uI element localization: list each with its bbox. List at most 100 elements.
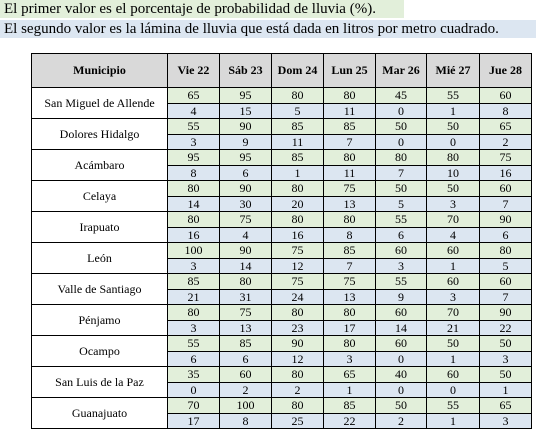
probability-cell: 85	[271, 149, 324, 166]
lamina-cell: 31	[219, 289, 272, 305]
table-row-lamina: 16 4 16 8 6 4 6	[32, 227, 532, 243]
note-rainfall: El segundo valor es la lámina de lluvia …	[0, 20, 536, 38]
probability-cell: 70	[167, 397, 220, 414]
probability-cell: 55	[375, 273, 427, 290]
municipio-name: Guanajuato	[31, 397, 168, 429]
municipio-name: Pénjamo	[31, 304, 168, 336]
lamina-cell: 11	[323, 103, 376, 119]
probability-cell: 80	[323, 211, 376, 228]
probability-cell: 80	[271, 304, 324, 321]
header-day: Jue 28	[479, 53, 532, 88]
probability-cell: 70	[426, 211, 480, 228]
lamina-cell: 8	[323, 227, 376, 243]
probability-cell: 60	[375, 335, 427, 352]
probability-cell: 75	[219, 211, 272, 228]
probability-cell: 55	[375, 211, 427, 228]
probability-cell: 60	[479, 180, 532, 197]
probability-cell: 50	[375, 397, 427, 414]
lamina-cell: 2	[219, 382, 272, 398]
header-day: Lun 25	[323, 53, 376, 88]
probability-cell: 80	[426, 149, 480, 166]
lamina-cell: 25	[271, 413, 324, 429]
lamina-cell: 1	[479, 382, 532, 398]
municipio-name: Dolores Hidalgo	[31, 118, 168, 150]
lamina-cell: 0	[375, 382, 427, 398]
table-row-probability: Irapuato 80 75 80 80 55 70 90	[31, 211, 532, 243]
table-row-probability: Dolores Hidalgo 55 90 85 85 50 50 65	[31, 118, 532, 150]
lamina-cell: 17	[167, 413, 220, 429]
probability-cell: 65	[167, 87, 220, 104]
lamina-cell: 3	[167, 258, 220, 274]
lamina-cell: 16	[479, 165, 532, 181]
lamina-cell: 30	[219, 196, 272, 212]
header-day: Mié 27	[426, 53, 480, 88]
probability-cell: 60	[479, 273, 532, 290]
table-row-lamina: 14 30 20 13 5 3 7	[32, 196, 532, 212]
table-row-probability: Ocampo 55 85 90 80 60 50 50	[31, 335, 532, 367]
probability-cell: 95	[219, 149, 272, 166]
probability-cell: 85	[271, 118, 324, 135]
lamina-cell: 13	[219, 320, 272, 336]
probability-cell: 55	[167, 335, 220, 352]
lamina-cell: 6	[167, 351, 220, 367]
probability-cell: 80	[167, 304, 220, 321]
probability-cell: 80	[375, 149, 427, 166]
probability-cell: 60	[375, 242, 427, 259]
table-row-probability: Celaya 80 90 80 75 50 50 60	[31, 180, 532, 212]
lamina-cell: 12	[271, 351, 324, 367]
lamina-cell: 16	[167, 227, 220, 243]
lamina-cell: 2	[271, 382, 324, 398]
probability-cell: 75	[323, 180, 376, 197]
municipio-name: Irapuato	[31, 211, 168, 243]
probability-cell: 75	[271, 242, 324, 259]
probability-cell: 75	[323, 273, 376, 290]
lamina-cell: 5	[271, 103, 324, 119]
lamina-cell: 24	[271, 289, 324, 305]
header-day: Mar 26	[375, 53, 427, 88]
probability-cell: 35	[167, 366, 220, 383]
probability-cell: 80	[271, 211, 324, 228]
municipio-name: San Miguel de Allende	[31, 87, 168, 119]
probability-cell: 45	[375, 87, 427, 104]
probability-cell: 65	[479, 118, 532, 135]
lamina-cell: 6	[375, 227, 427, 243]
lamina-cell: 0	[426, 134, 480, 150]
lamina-cell: 9	[219, 134, 272, 150]
lamina-cell: 22	[323, 413, 376, 429]
table-row-probability: Valle de Santiago 85 80 75 75 55 60 60	[31, 273, 532, 305]
header-day: Vie 22	[167, 53, 220, 88]
table-row-probability: San Luis de la Paz 35 60 80 65 40 60 50	[31, 366, 532, 398]
lamina-cell: 15	[219, 103, 272, 119]
probability-cell: 80	[219, 273, 272, 290]
probability-cell: 90	[219, 180, 272, 197]
municipio-name: Ocampo	[31, 335, 168, 367]
lamina-cell: 0	[375, 351, 427, 367]
table-row-lamina: 17 8 25 22 2 1 3	[32, 413, 532, 429]
lamina-cell: 11	[323, 165, 376, 181]
lamina-cell: 6	[219, 351, 272, 367]
probability-cell: 75	[271, 273, 324, 290]
municipio-name: Acámbaro	[31, 149, 168, 181]
probability-cell: 80	[271, 180, 324, 197]
lamina-cell: 3	[375, 258, 427, 274]
header-municipio: Municipio	[31, 53, 168, 88]
probability-cell: 55	[426, 87, 480, 104]
probability-cell: 80	[271, 87, 324, 104]
lamina-cell: 14	[167, 196, 220, 212]
lamina-cell: 21	[167, 289, 220, 305]
lamina-cell: 5	[375, 196, 427, 212]
probability-cell: 40	[375, 366, 427, 383]
probability-cell: 80	[479, 242, 532, 259]
table-row-probability: León 100 90 75 85 60 60 80	[31, 242, 532, 274]
probability-cell: 80	[323, 304, 376, 321]
lamina-cell: 0	[167, 382, 220, 398]
probability-cell: 50	[426, 118, 480, 135]
probability-cell: 55	[167, 118, 220, 135]
lamina-cell: 20	[271, 196, 324, 212]
lamina-cell: 5	[479, 258, 532, 274]
probability-cell: 50	[375, 180, 427, 197]
probability-cell: 90	[479, 211, 532, 228]
table-row-lamina: 3 14 12 7 3 1 5	[32, 258, 532, 274]
lamina-cell: 8	[479, 103, 532, 119]
